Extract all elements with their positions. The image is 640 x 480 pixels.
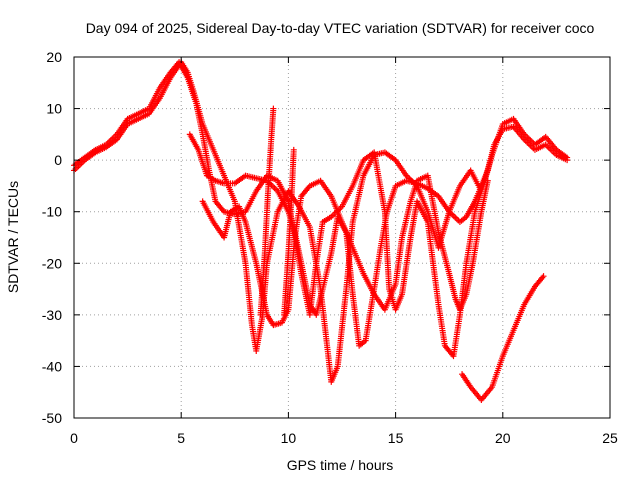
y-tick-label: 0 bbox=[54, 152, 62, 168]
x-tick-label: 5 bbox=[177, 430, 185, 446]
data-point bbox=[484, 177, 491, 184]
grid bbox=[74, 57, 610, 418]
y-tick-label: -50 bbox=[42, 410, 62, 426]
y-tick-label: -10 bbox=[42, 204, 62, 220]
series-track-d bbox=[199, 172, 491, 329]
series-track-c bbox=[186, 131, 491, 349]
series-track-b bbox=[71, 59, 571, 360]
series-track-f bbox=[281, 146, 297, 318]
data-point bbox=[270, 105, 277, 112]
y-tick-label: -40 bbox=[42, 358, 62, 374]
data-point bbox=[540, 273, 547, 280]
x-tick-label: 20 bbox=[495, 430, 511, 446]
series-track-e bbox=[257, 105, 277, 318]
x-tick-label: 0 bbox=[70, 430, 78, 446]
x-tick-label: 25 bbox=[602, 430, 618, 446]
x-tick-label: 15 bbox=[388, 430, 404, 446]
y-tick-label: 20 bbox=[46, 49, 62, 65]
data-point bbox=[484, 167, 491, 174]
y-tick-label: -30 bbox=[42, 307, 62, 323]
chart-title: Day 094 of 2025, Sidereal Day-to-day VTE… bbox=[86, 20, 595, 36]
y-axis-label: SDTVAR / TECUs bbox=[5, 181, 21, 293]
y-tick-label: -20 bbox=[42, 255, 62, 271]
data-point bbox=[564, 157, 571, 164]
tick-labels: 0 5 10 15 20 25 -50 -40 -30 -20 -10 0 10 20 bbox=[42, 49, 618, 446]
x-tick-label: 10 bbox=[281, 430, 297, 446]
x-axis-label: GPS time / hours bbox=[287, 457, 394, 473]
y-tick-label: 10 bbox=[46, 101, 62, 117]
plot-frame bbox=[73, 56, 611, 419]
series-track-g bbox=[459, 273, 547, 403]
data-point bbox=[290, 146, 297, 153]
data-layer bbox=[71, 59, 571, 403]
ticks bbox=[73, 56, 611, 419]
